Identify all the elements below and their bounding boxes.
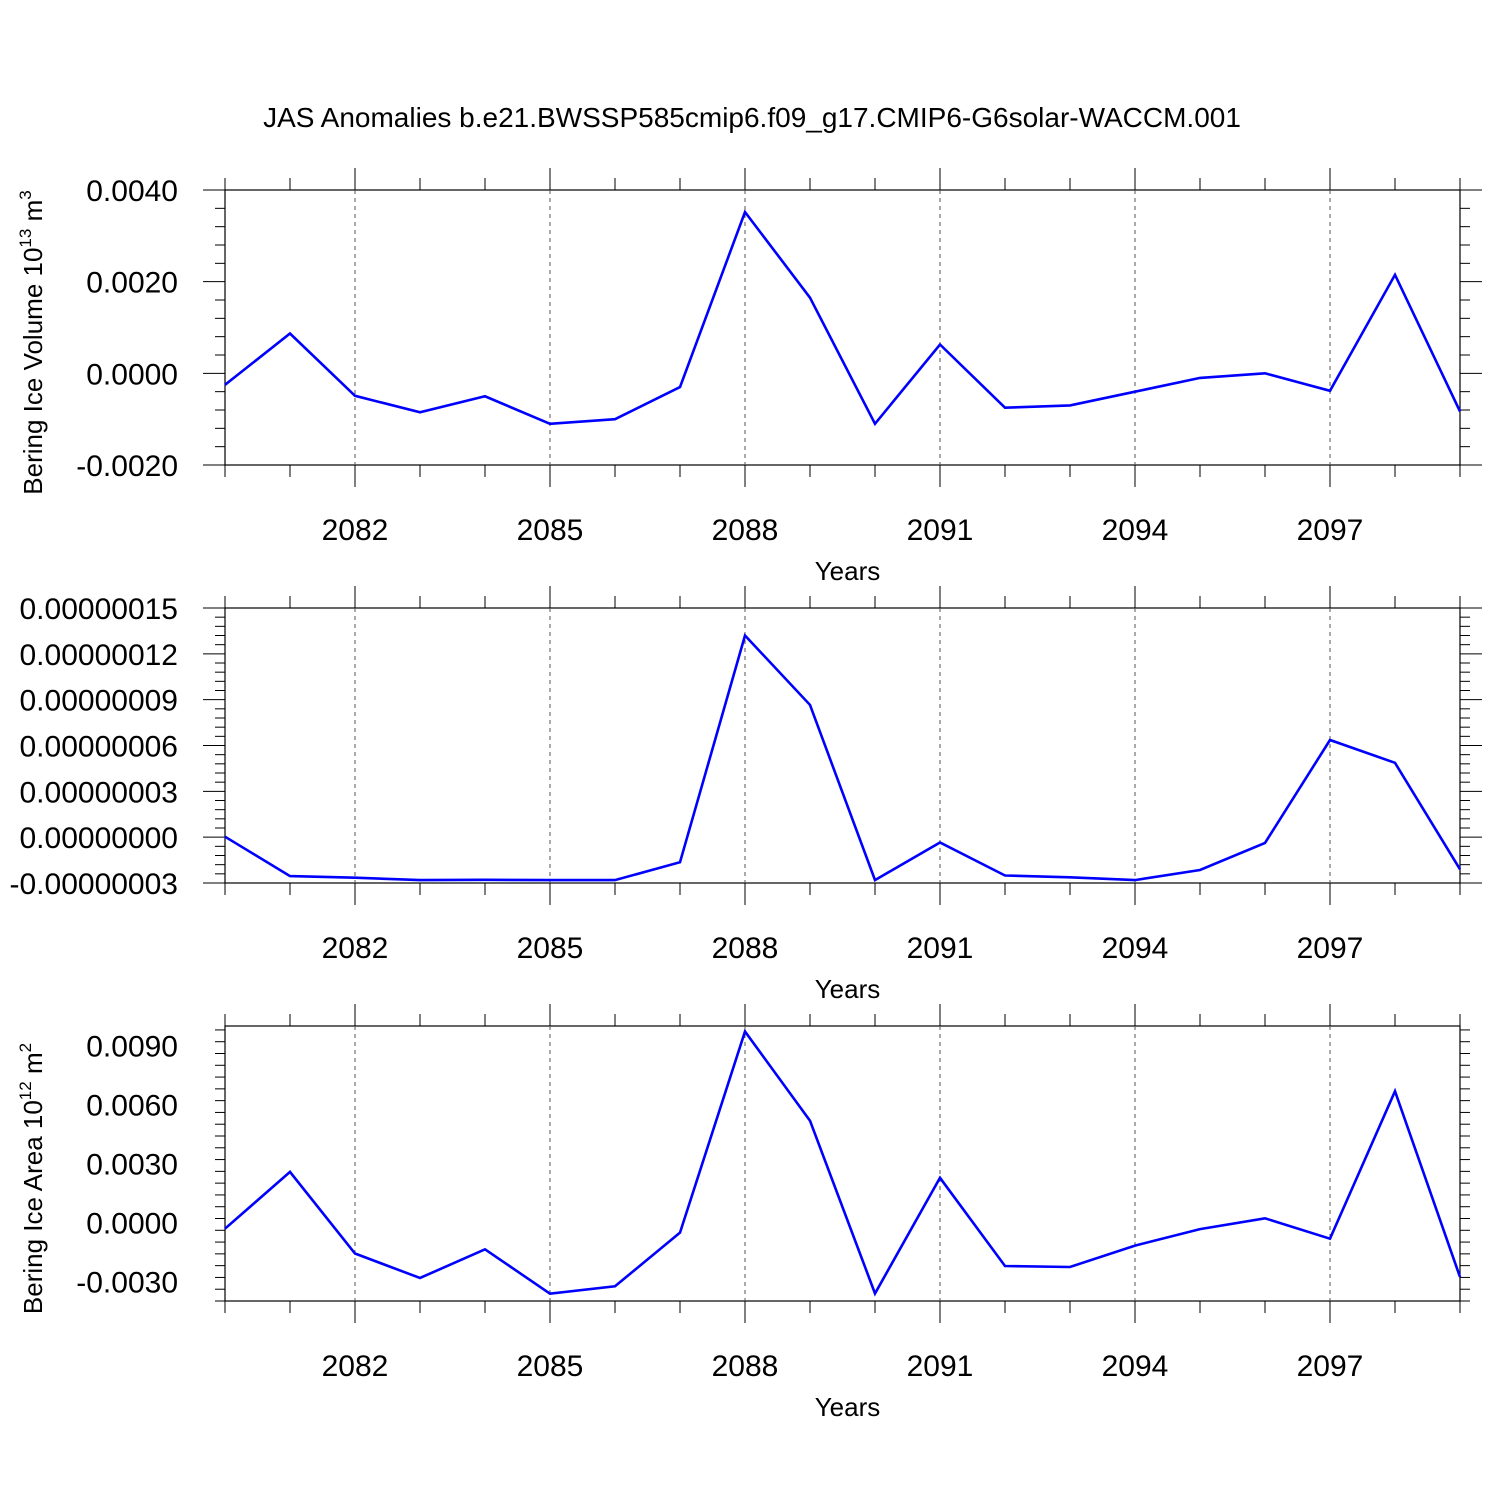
x-tick-label: 2097 (1297, 1350, 1364, 1383)
y-axis-title-exponent: 13 (16, 229, 35, 248)
y-tick-label: 0.00000000 (20, 822, 179, 855)
y-tick-label: -0.00000003 (10, 868, 179, 901)
x-tick-label: 2088 (712, 514, 779, 547)
y-tick-label: 0.00000009 (20, 685, 179, 718)
x-tick-label: 2091 (907, 932, 974, 965)
x-tick-label: 2085 (517, 514, 584, 547)
plot-frame (224, 1025, 1461, 1302)
y-tick-label: 0.00000015 (20, 593, 179, 626)
x-tick-label: 2085 (517, 932, 584, 965)
x-tick-label: 2091 (907, 1350, 974, 1383)
panels: 2082 2085 2088 2091 2094 2097 Years -0.0020 0.00… (10, 168, 1482, 1422)
x-tick-label: 2094 (1102, 514, 1169, 547)
y-tick-label: 0.0030 (86, 1149, 178, 1182)
y-tick-label: 0.0090 (86, 1031, 178, 1064)
y-tick-label: 0.0000 (86, 358, 178, 391)
x-axis-title: Years (815, 1392, 881, 1422)
y-axis-title-exponent: 12 (16, 1081, 35, 1100)
y-axis-title-unit: m (18, 1052, 48, 1081)
x-tick-label: 2097 (1297, 932, 1364, 965)
y-axis-title-text: Bering Ice Area 10 (18, 1100, 48, 1314)
x-tick-label: 2094 (1102, 1350, 1169, 1383)
y-axis-title-unit-exponent: 3 (16, 190, 35, 199)
series-line (224, 632, 1462, 882)
x-tick-label: 2082 (322, 932, 389, 965)
y-axis-title-unit: m (18, 200, 48, 229)
y-tick-label: -0.0030 (76, 1266, 178, 1299)
x-tick-label: 2091 (907, 514, 974, 547)
x-tick-label: 2082 (322, 514, 389, 547)
panel-1: 2082 2085 2088 2091 2094 2097 Years -0.0020 0.00… (16, 168, 1482, 586)
y-tick-label: 0.0060 (86, 1090, 178, 1123)
y-axis-title: Bering Ice Area 1012 m2 (16, 1043, 48, 1314)
x-tick-label: 2085 (517, 1350, 584, 1383)
panel-2: 2082 2085 2088 2091 2094 2097 Years -0.00000003… (10, 586, 1482, 1004)
y-tick-label: 0.0020 (86, 267, 178, 300)
plot-frame (224, 607, 1461, 884)
y-tick-label: -0.0020 (76, 450, 178, 483)
y-axis-title: Bering Ice Volume 1013 m3 (16, 190, 48, 494)
y-tick-label: 0.0000 (86, 1207, 178, 1240)
x-axis-title: Years (815, 974, 881, 1004)
series-line (224, 209, 1462, 427)
y-tick-label: 0.00000012 (20, 639, 179, 672)
y-tick-label: 0.00000003 (20, 776, 179, 809)
series-line (224, 1028, 1462, 1297)
y-tick-label: 0.00000006 (20, 731, 179, 764)
y-tick-label: 0.0040 (86, 175, 178, 208)
x-tick-label: 2082 (322, 1350, 389, 1383)
x-axis-title: Years (815, 556, 881, 586)
y-axis-title-unit-exponent: 2 (16, 1043, 35, 1052)
x-tick-label: 2097 (1297, 514, 1364, 547)
panel-3: 2082 2085 2088 2091 2094 2097 Years -0.0030 0.00… (16, 1004, 1470, 1422)
x-tick-label: 2088 (712, 932, 779, 965)
y-axis-title-text: Bering Ice Volume 10 (18, 248, 48, 495)
chart-title: JAS Anomalies b.e21.BWSSP585cmip6.f09_g1… (263, 102, 1241, 133)
x-tick-label: 2088 (712, 1350, 779, 1383)
x-tick-label: 2094 (1102, 932, 1169, 965)
plot-frame (224, 189, 1461, 466)
